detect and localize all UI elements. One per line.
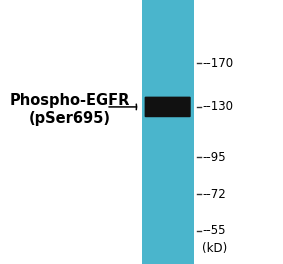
Text: Phospho-EGFR: Phospho-EGFR — [9, 93, 130, 108]
Text: (pSer695): (pSer695) — [28, 111, 110, 126]
Text: --130: --130 — [202, 100, 233, 114]
FancyBboxPatch shape — [145, 97, 191, 117]
Text: --95: --95 — [202, 150, 226, 164]
Text: --55: --55 — [202, 224, 226, 238]
Bar — [142, 0, 194, 264]
Text: (kD): (kD) — [202, 242, 228, 255]
Text: --72: --72 — [202, 187, 226, 201]
Text: --170: --170 — [202, 57, 233, 70]
